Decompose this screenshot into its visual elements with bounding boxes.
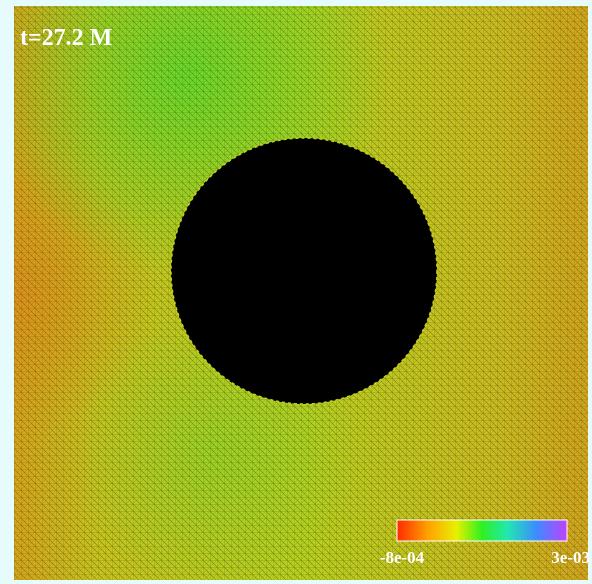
excised-region	[171, 138, 437, 404]
colorbar	[397, 520, 567, 541]
colorbar-min-label: -8e-04	[380, 548, 425, 567]
colorbar-max-label: 3e-03	[551, 548, 590, 567]
time-label: t=27.2 M	[20, 25, 112, 51]
visualization: t=27.2 M -8e-04 3e-03	[0, 0, 592, 584]
